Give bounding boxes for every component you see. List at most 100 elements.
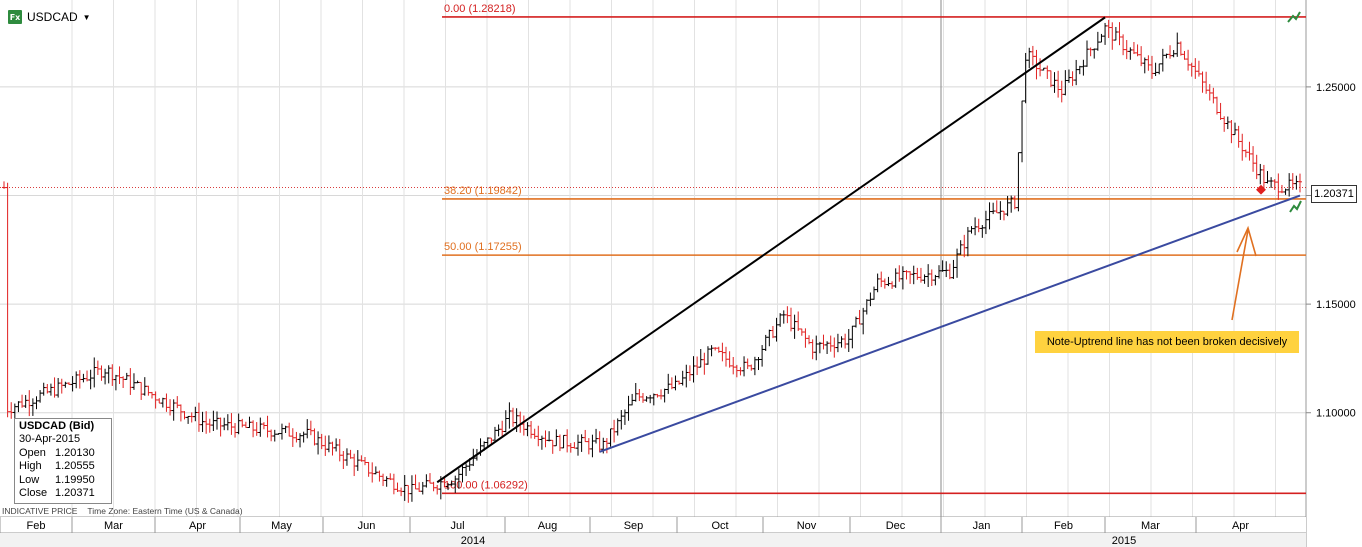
ohlc-bar — [503, 410, 508, 433]
ohlc-bar — [247, 416, 252, 428]
ohlc-bar — [781, 310, 786, 324]
ohlc-bar — [9, 402, 14, 419]
ohlc-bar — [113, 374, 118, 391]
info-box: USDCAD (Bid) 30-Apr-2015 Open 1.20130 Hig… — [14, 418, 112, 504]
ohlc-bar — [496, 424, 501, 437]
ohlc-bar — [308, 420, 313, 436]
ohlc-bar — [521, 415, 526, 436]
ohlc-bar — [575, 434, 580, 456]
ohlc-bar — [788, 307, 793, 332]
ohlc-bar — [1254, 154, 1259, 180]
ohlc-bar — [861, 307, 866, 335]
ohlc-bar — [1117, 22, 1122, 46]
ohlc-bar — [348, 449, 353, 459]
ohlc-bar — [171, 399, 176, 421]
ohlc-bar — [626, 395, 631, 421]
ohlc-bar — [326, 435, 331, 453]
ohlc-bar — [651, 393, 656, 406]
ohlc-bar — [1236, 125, 1241, 148]
ohlc-bar — [991, 202, 996, 215]
ohlc-bar — [1204, 71, 1209, 94]
month-label: Sep — [624, 520, 644, 532]
ohlc-bar — [381, 473, 386, 487]
ohlc-bar — [926, 264, 931, 288]
ohlc-bar — [763, 334, 768, 352]
ohlc-bar — [200, 411, 205, 433]
ohlc-bar — [1095, 31, 1100, 51]
ohlc-bar — [680, 370, 685, 386]
ohlc-bar — [204, 411, 209, 434]
ohlc-bar — [236, 413, 241, 435]
ohlc-bar — [594, 428, 599, 444]
ohlc-bar — [258, 417, 263, 437]
ohlc-bar — [612, 419, 617, 443]
ohlc-bar — [890, 281, 895, 289]
ohlc-bar — [319, 433, 324, 450]
ohlc-bar — [1074, 59, 1079, 86]
month-label: Apr — [189, 520, 206, 532]
ohlc-bar — [395, 482, 400, 492]
ohlc-bar — [103, 368, 108, 385]
ohlc-bar — [355, 450, 360, 471]
ohlc-bar — [1085, 40, 1090, 67]
ohlc-bar — [864, 299, 869, 315]
ohlc-bar — [1200, 71, 1205, 93]
ohlc-bar — [1092, 48, 1097, 59]
ohlc-bar — [749, 364, 754, 371]
ohlc-bar — [175, 396, 180, 409]
ohlc-bar — [427, 473, 432, 484]
ohlc-bar — [1110, 22, 1115, 50]
ohlc-bar — [900, 266, 905, 290]
ohlc-bar — [417, 482, 422, 492]
trend-lines[interactable] — [436, 16, 1301, 484]
ohlc-bar — [301, 431, 306, 443]
info-row-open: Open 1.20130 — [19, 446, 95, 459]
ohlc-bar — [74, 371, 79, 389]
ohlc-bars — [2, 19, 1302, 503]
month-label: Feb — [27, 520, 46, 532]
ohlc-bar — [640, 393, 645, 403]
ohlc-bar — [987, 202, 992, 230]
ohlc-bar — [66, 382, 71, 385]
ohlc-bar — [872, 286, 877, 300]
month-label: May — [271, 520, 292, 532]
ohlc-bar — [30, 398, 35, 416]
ohlc-bar — [1001, 210, 1006, 221]
ohlc-bar — [135, 380, 140, 384]
ohlc-bar — [1290, 173, 1295, 190]
ohlc-bar — [734, 364, 739, 378]
ohlc-bar — [630, 393, 635, 406]
ohlc-bar — [16, 401, 21, 413]
ohlc-bar — [958, 240, 963, 255]
info-row-close: Close 1.20371 — [19, 487, 95, 500]
ohlc-bar — [814, 335, 819, 361]
ohlc-bar — [973, 217, 978, 236]
y-tick-label: 1.25000 — [1316, 82, 1356, 94]
ohlc-bar — [352, 453, 357, 477]
ohlc-bar — [572, 442, 577, 449]
ohlc-bar — [81, 373, 86, 383]
ohlc-bar — [363, 457, 368, 466]
ohlc-bar — [48, 383, 53, 396]
ohlc-bar — [936, 265, 941, 279]
ohlc-bar — [778, 313, 783, 327]
ohlc-bar — [727, 351, 732, 368]
ohlc-bar — [922, 274, 927, 284]
ohlc-bar — [2, 181, 6, 189]
ohlc-bar — [1048, 70, 1053, 88]
ohlc-bar — [955, 248, 960, 278]
ohlc-bar — [464, 463, 469, 477]
chevron-down-icon[interactable]: ▼ — [82, 12, 91, 22]
ohlc-bar — [687, 365, 692, 381]
ohlc-bar — [557, 434, 562, 452]
ohlc-bar — [85, 370, 90, 382]
year-label: 2014 — [461, 535, 485, 547]
ohlc-bar — [1012, 195, 1017, 210]
ohlc-bar — [738, 367, 743, 376]
symbol-selector[interactable]: Fx USDCAD ▼ — [8, 8, 91, 26]
ohlc-bar — [698, 349, 703, 368]
ohlc-bar — [500, 420, 505, 437]
ohlc-bar — [1131, 42, 1136, 55]
